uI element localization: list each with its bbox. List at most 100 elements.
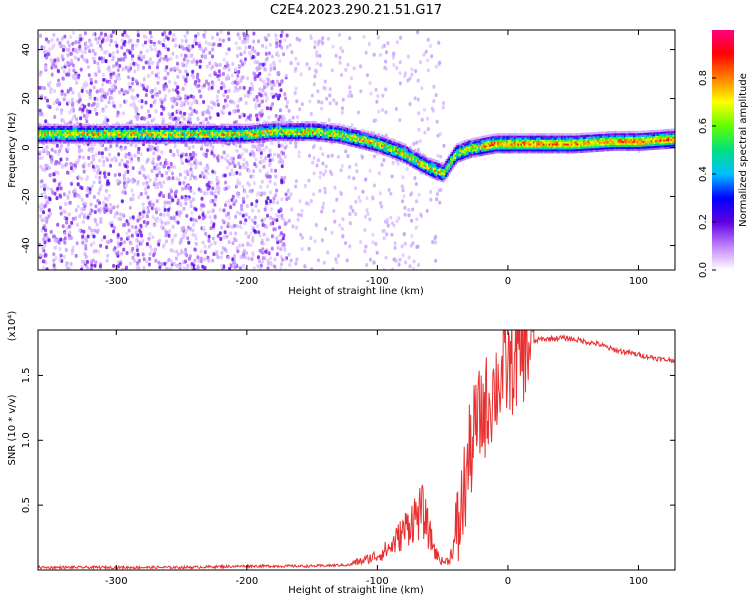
spectrogram-cell — [125, 231, 129, 236]
spectrogram-cell — [67, 190, 71, 195]
spectrogram-ridge-cell — [69, 133, 72, 136]
spectrogram-cell — [209, 226, 213, 231]
spectrogram-ridge-cell — [157, 137, 160, 140]
spectrogram-ridge-cell — [160, 123, 163, 126]
spectrogram-ridge-cell — [171, 133, 174, 136]
spectrogram-ridge-cell — [294, 132, 298, 136]
spectrogram-cell — [272, 200, 276, 205]
spectrogram-ridge-cell — [205, 133, 208, 136]
spectrogram-ridge-cell — [313, 125, 316, 128]
spectrogram-cell — [207, 41, 211, 46]
spectrogram-ridge-cell — [233, 135, 236, 138]
spectrogram-cell — [297, 150, 301, 155]
spectrogram-cell — [194, 236, 198, 241]
spectrogram-cell — [215, 175, 219, 180]
spectrogram-ridge-cell — [194, 127, 197, 130]
spectrogram-cell — [195, 75, 199, 80]
spectrogram-ridge-cell — [52, 131, 55, 134]
spectrogram-cell — [411, 266, 415, 270]
spectrogram-ridge-cell — [169, 141, 172, 144]
spectrogram-ridge-cell — [293, 127, 296, 130]
spectrogram-cell — [91, 164, 95, 169]
spectrogram-ridge-cell — [72, 137, 75, 140]
spectrogram-cell — [151, 160, 155, 165]
spectrogram-ridge-cell — [194, 141, 197, 144]
spectrogram-cell — [319, 146, 323, 151]
spectrogram-cell — [251, 208, 255, 213]
spectrogram-cell — [303, 264, 307, 269]
spectrogram-ridge-cell — [64, 133, 67, 136]
spectrogram-ridge-cell — [329, 136, 332, 139]
spectrogram-ridge-cell — [45, 141, 48, 144]
spectrogram-ridge-cell — [83, 125, 86, 128]
spectrogram-cell — [242, 252, 246, 257]
spectrogram-ridge-cell — [186, 137, 189, 140]
spectrogram-ridge-cell — [130, 131, 133, 134]
spectrogram-ridge-cell — [251, 129, 254, 132]
spectrogram-cell — [60, 36, 64, 41]
spectrogram-ridge-cell — [153, 139, 157, 142]
spectrogram-cell — [99, 264, 102, 269]
spectrogram-ridge-cell — [64, 131, 67, 134]
spectrogram-ridge-cell — [53, 141, 56, 144]
spectrogram-ridge-cell — [138, 129, 141, 132]
spectrogram-ridge-cell — [122, 123, 125, 126]
spectrogram-cell — [76, 204, 80, 209]
spectrogram-cell — [265, 225, 269, 230]
spectrogram-ridge-cell — [132, 133, 135, 136]
spectrogram-ridge-cell — [135, 139, 138, 142]
spectrogram-cell — [231, 194, 235, 199]
spectrogram-cell — [407, 213, 411, 218]
spectrogram-ridge-cell — [85, 127, 88, 130]
spectrogram-cell — [46, 151, 50, 156]
spectrogram-ridge-cell — [108, 133, 111, 136]
spectrogram-ridge-cell — [106, 141, 110, 144]
spectrogram-cell — [116, 233, 120, 238]
spectrogram-ridge-cell — [282, 130, 285, 134]
spectrogram-cell — [49, 211, 52, 216]
spectrogram-cell — [372, 154, 376, 159]
spectrogram-ridge-cell — [269, 125, 272, 128]
spectrogram-ridge-cell — [182, 127, 185, 130]
spectrogram-cell — [93, 210, 97, 215]
spectrogram-ridge-cell — [191, 125, 194, 128]
spectrogram-ridge-cell — [163, 135, 166, 138]
spectrogram-cell — [46, 186, 50, 191]
spectrogram-cell — [430, 54, 434, 59]
spectrogram-ridge-cell — [114, 135, 117, 138]
spectrogram-cell — [275, 218, 279, 223]
spectrogram-cell — [200, 171, 204, 176]
spectrogram-ridge-cell — [280, 130, 283, 134]
spectrogram-ridge-cell — [186, 141, 189, 144]
spectrogram-cell — [214, 188, 218, 193]
spectrogram-ridge-cell — [226, 139, 229, 142]
spectrogram-ridge-cell — [105, 131, 108, 134]
spectrogram-ridge-cell — [340, 141, 343, 145]
spectrogram-cell — [71, 168, 75, 173]
spectrogram-cell — [252, 39, 256, 44]
spectrogram-ridge-cell — [291, 127, 294, 130]
spectrogram-ridge-cell — [177, 125, 180, 128]
spectrogram-ridge-cell — [329, 138, 332, 141]
spectrogram-cell — [163, 45, 167, 50]
spectrogram-cell — [389, 191, 393, 196]
spectrogram-ridge-cell — [117, 127, 121, 130]
spectrogram-cell — [249, 243, 253, 248]
spectrogram-ridge-cell — [315, 125, 318, 128]
spectrogram-ridge-cell — [185, 137, 188, 140]
spectrogram-cell — [203, 35, 207, 39]
spectrogram-cell — [187, 156, 191, 161]
spectrogram-ridge-cell — [110, 139, 113, 142]
spectrogram-cell — [74, 76, 78, 81]
spectrogram-cell — [74, 163, 77, 168]
spectrogram-ridge-cell — [273, 134, 276, 138]
spectrogram-cell — [203, 265, 207, 270]
spectrogram-ridge-cell — [338, 139, 341, 142]
spectrogram-cell — [359, 64, 363, 69]
spectrogram-ridge-cell — [290, 127, 293, 130]
spectrogram-ridge-cell — [58, 131, 61, 134]
spectrogram-ridge-cell — [216, 135, 219, 138]
spectrogram-ridge-cell — [277, 132, 280, 136]
spectrogram-cell — [241, 243, 245, 248]
spectrogram-cell — [226, 95, 230, 99]
